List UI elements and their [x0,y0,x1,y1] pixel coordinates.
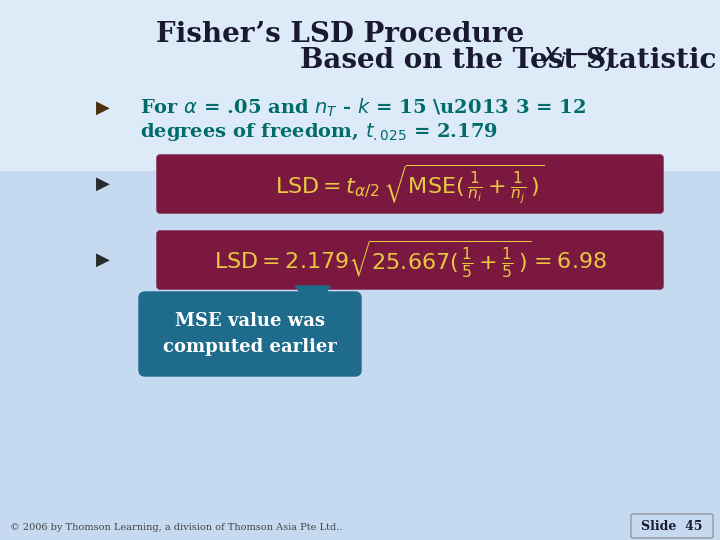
Polygon shape [295,286,330,310]
Text: Based on the Test Statistic: Based on the Test Statistic [300,46,720,73]
Text: Fisher’s LSD Procedure: Fisher’s LSD Procedure [156,21,524,48]
Text: $\mathrm{LSD} = t_{\alpha/2}\,\sqrt{\mathrm{MSE}(\,\frac{1}{n_i}+\frac{1}{n_j}\,: $\mathrm{LSD} = t_{\alpha/2}\,\sqrt{\mat… [276,162,544,206]
Text: Slide  45: Slide 45 [642,519,703,532]
Text: ▶: ▶ [96,175,110,193]
Text: For $\alpha$ = .05 and $\mathit{n}_T$ - $\mathit{k}$ = 15 \u2013 3 = 12: For $\alpha$ = .05 and $\mathit{n}_T$ - … [140,97,586,119]
Text: ▶: ▶ [96,251,110,269]
FancyBboxPatch shape [139,292,361,376]
Bar [0,0,720,170]
Text: ▶: ▶ [96,99,110,117]
FancyBboxPatch shape [157,231,663,289]
Text: $\mathrm{LSD} = 2.179\sqrt{25.667(\,\frac{1}{5}+\frac{1}{5}\,)} = 6.98$: $\mathrm{LSD} = 2.179\sqrt{25.667(\,\fra… [214,239,606,281]
Text: © 2006 by Thomson Learning, a division of Thomson Asia Pte Ltd..: © 2006 by Thomson Learning, a division o… [10,523,343,532]
Text: MSE value was
computed earlier: MSE value was computed earlier [163,312,337,356]
FancyBboxPatch shape [157,155,663,213]
FancyBboxPatch shape [631,514,713,538]
Text: $\mathit{x}_i\!-\!\mathit{x}_j$: $\mathit{x}_i\!-\!\mathit{x}_j$ [542,46,614,75]
Text: degrees of freedom, $\mathit{t}_{.025}$ = 2.179: degrees of freedom, $\mathit{t}_{.025}$ … [140,121,498,143]
